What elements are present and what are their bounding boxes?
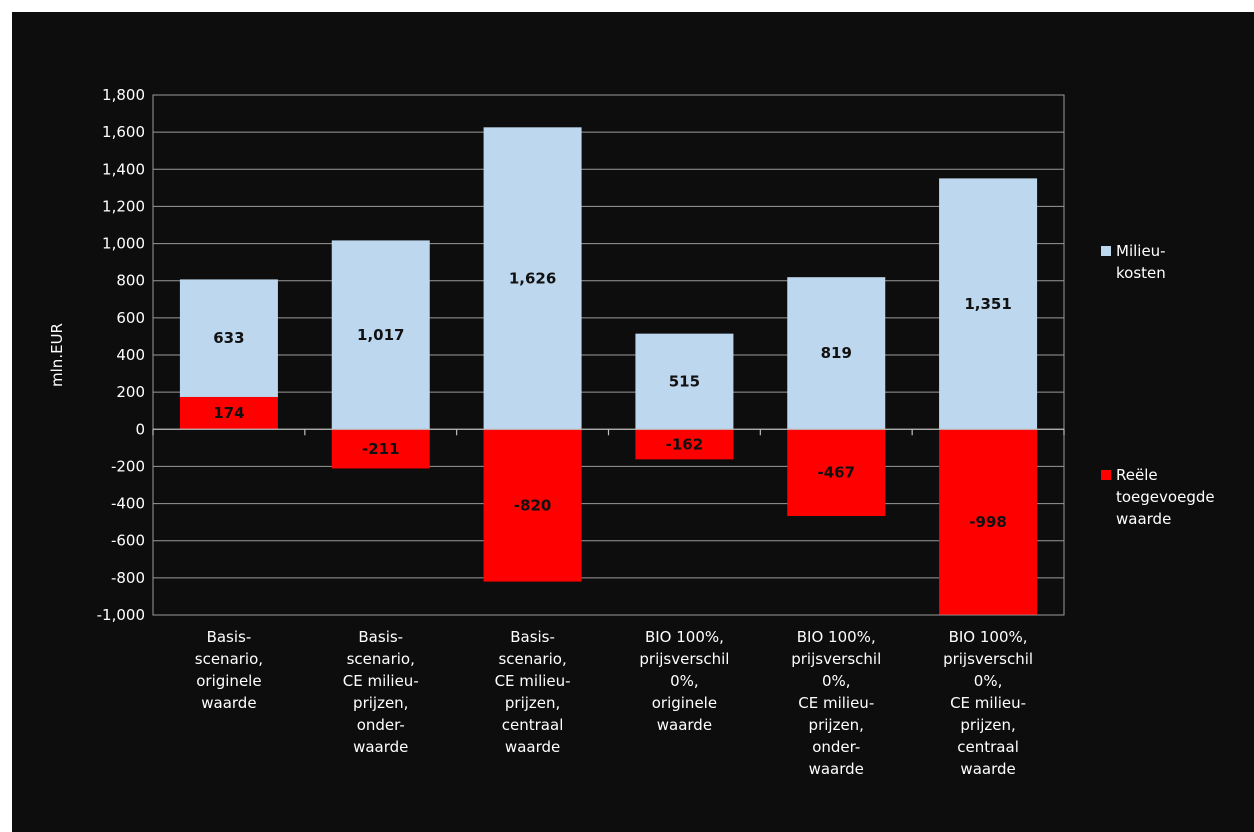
x-category-label: BIO 100%, — [949, 628, 1028, 646]
x-category-label: waarde — [201, 694, 256, 712]
legend-label: kosten — [1116, 264, 1166, 282]
bar-milieukosten — [483, 127, 582, 430]
y-tick-label: 0 — [135, 420, 145, 438]
x-category-label: originele — [196, 672, 261, 690]
y-tick-label: 800 — [116, 272, 145, 290]
x-category-label: onder- — [357, 716, 405, 734]
x-category-label: waarde — [809, 760, 864, 778]
x-category-label: Basis- — [358, 628, 403, 646]
data-label-milieukosten: 1,017 — [357, 326, 404, 344]
data-label-milieukosten: 819 — [821, 344, 852, 362]
bar-reele-toegevoegde-waarde — [331, 429, 430, 469]
x-category-label: prijsverschil — [791, 650, 881, 668]
x-category-label: waarde — [505, 738, 560, 756]
x-category-label: centraal — [502, 716, 564, 734]
bar-milieukosten — [787, 277, 886, 430]
x-category-label: waarde — [657, 716, 712, 734]
x-category-label: BIO 100%, — [645, 628, 724, 646]
x-category-label: waarde — [353, 738, 408, 756]
x-category-label: CE milieu- — [950, 694, 1026, 712]
x-category-label: CE milieu- — [495, 672, 571, 690]
x-category-label: 0%, — [822, 672, 851, 690]
x-category-label: BIO 100%, — [797, 628, 876, 646]
bar-milieukosten — [331, 240, 430, 430]
bar-reele-toegevoegde-waarde — [939, 429, 1038, 615]
x-category-label: 0%, — [974, 672, 1003, 690]
y-tick-label: -200 — [111, 457, 145, 475]
y-tick-label: 1,400 — [102, 160, 145, 178]
x-category-label: 0%, — [670, 672, 699, 690]
x-category-label: scenario, — [498, 650, 566, 668]
plot-border — [152, 94, 1065, 616]
legend-swatch — [1101, 246, 1111, 256]
data-label-reele-toegevoegde-waarde: -467 — [817, 464, 855, 482]
data-label-milieukosten: 1,626 — [509, 269, 556, 287]
x-category-label: prijzen, — [353, 694, 408, 712]
chart-panel: 1,800 1,600 1,400 1,200 1,000 800 600 400 200 0 -2… — [12, 12, 1254, 832]
legend-label: Reële — [1116, 466, 1158, 484]
legend-label: toegevoegde — [1116, 488, 1215, 506]
y-tick-label: -800 — [111, 569, 145, 587]
data-label-reele-toegevoegde-waarde: -820 — [514, 496, 552, 514]
data-label-milieukosten: 515 — [669, 372, 700, 390]
bar-reele-toegevoegde-waarde — [787, 429, 886, 517]
y-tick-label: 1,600 — [102, 123, 145, 141]
x-category-label: prijsverschil — [943, 650, 1033, 668]
x-category-label: onder- — [812, 738, 860, 756]
x-category-label: prijsverschil — [639, 650, 729, 668]
bar-reele-toegevoegde-waarde — [483, 429, 582, 582]
bar-milieukosten — [635, 333, 734, 430]
y-tick-label: -600 — [111, 532, 145, 550]
x-category-label: Basis- — [207, 628, 252, 646]
data-label-milieukosten: 633 — [213, 329, 244, 347]
chart-svg: 1,800 1,600 1,400 1,200 1,000 800 600 400 200 0 -2… — [48, 86, 1215, 778]
data-label-reele-toegevoegde-waarde: -211 — [362, 440, 400, 458]
data-label-milieukosten: 1,351 — [964, 295, 1011, 313]
y-tick-label: 200 — [116, 383, 145, 401]
x-category-label: originele — [652, 694, 717, 712]
x-category-label: waarde — [960, 760, 1015, 778]
data-label-reele-toegevoegde-waarde: -998 — [969, 513, 1007, 531]
legend-swatch — [1101, 470, 1111, 480]
x-category-label: Basis- — [510, 628, 555, 646]
y-axis-label: mln.EUR — [48, 323, 66, 387]
data-label-reele-toegevoegde-waarde: 174 — [213, 404, 244, 422]
bar-milieukosten — [939, 178, 1038, 430]
y-tick-label: 1,000 — [102, 235, 145, 253]
y-tick-label: 1,200 — [102, 197, 145, 215]
data-label-reele-toegevoegde-waarde: -162 — [666, 435, 704, 453]
bar-reele-toegevoegde-waarde — [635, 429, 734, 460]
x-category-label: scenario, — [347, 650, 415, 668]
y-tick-label: 1,800 — [102, 86, 145, 104]
bar-reele-toegevoegde-waarde — [179, 396, 278, 430]
x-category-label: prijzen, — [505, 694, 560, 712]
y-tick-label: -400 — [111, 495, 145, 513]
x-category-label: centraal — [957, 738, 1019, 756]
legend-label: waarde — [1116, 510, 1171, 528]
x-category-label: prijzen, — [960, 716, 1015, 734]
x-category-label: CE milieu- — [343, 672, 419, 690]
y-tick-label: -1,000 — [97, 606, 145, 624]
legend-label: Milieu- — [1116, 242, 1166, 260]
x-category-label: CE milieu- — [798, 694, 874, 712]
x-category-label: prijzen, — [809, 716, 864, 734]
y-tick-label: 400 — [116, 346, 145, 364]
y-tick-label: 600 — [116, 309, 145, 327]
bar-milieukosten — [179, 279, 278, 397]
x-category-label: scenario, — [195, 650, 263, 668]
